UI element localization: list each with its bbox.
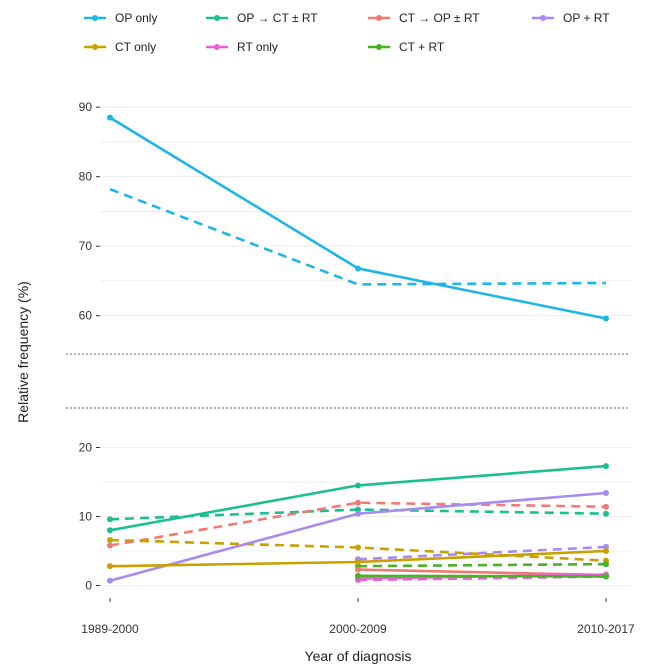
gridlines [100,106,632,586]
legend-marker [214,44,220,50]
x-tick-label: 2000-2009 [329,622,387,636]
series-line-ct-plus-rt-dashed [357,562,607,568]
data-point-ct-only [355,544,361,551]
legend-label: RT only [237,40,278,54]
data-point-ct-only [603,548,609,554]
x-tick-label: 2010-2017 [577,622,635,636]
data-point-op-only [107,114,113,121]
series-line-ct-plus-rt-solid [357,574,607,578]
legend-label: CT + RT [399,40,445,54]
x-tick-label: 1989-2000 [81,622,139,636]
data-point-op-to-ct-pm-rt [107,516,113,523]
y-tick-label: 0 [85,579,92,593]
legend-label: OP + RT [563,11,610,25]
legend-marker [92,44,98,50]
data-point-ct-only [107,563,113,570]
legend-label: CT → OP ± RT [399,11,480,25]
axis-break-lines [66,353,628,409]
data-point-ct-to-op-pm-rt [603,503,609,510]
legend-item-op-to-ct-pm-rt: OP → CT ± RT [206,11,318,25]
series-points [107,114,609,584]
legend-label: OP → CT ± RT [237,11,318,25]
data-point-ct-to-op-pm-rt [355,566,361,573]
series-line-op-plus-rt-dashed [357,545,607,561]
x-axis-title: Year of diagnosis [305,648,412,664]
data-point-op-plus-rt [603,490,609,497]
axes: 60 70 80 90 0 10 20 1989-2000 2000-2009 2010-2017 [79,100,635,636]
y-tick-label: 20 [79,441,93,455]
data-point-op-plus-rt [603,543,609,550]
legend-item-op-plus-rt: OP + RT [532,11,610,25]
legend-marker [376,15,382,21]
legend-label: CT only [115,40,156,54]
data-point-ct-plus-rt [355,572,361,579]
data-point-op-only [603,315,609,322]
data-point-ct-plus-rt [603,561,609,568]
legend-item-op-only: OP only [84,11,157,25]
y-axis-title: Relative frequency (%) [15,281,31,423]
legend-marker [540,15,546,21]
data-point-ct-to-op-pm-rt [355,499,361,506]
data-point-op-to-ct-pm-rt [355,506,361,513]
data-point-ct-plus-rt [603,573,609,580]
legend-marker [214,15,220,21]
data-point-ct-only [107,536,113,543]
y-tick-label: 80 [79,170,93,184]
data-point-op-plus-rt [107,577,113,584]
series-line-rt-only-dashed [357,575,607,582]
legend-item-rt-only: RT only [206,40,278,54]
data-point-op-to-ct-pm-rt [603,510,609,517]
y-tick-label: 60 [79,309,93,323]
legend-marker [376,44,382,50]
y-tick-label: 90 [79,100,93,114]
data-point-op-only [355,265,361,272]
legend-item-ct-to-op-pm-rt: CT → OP ± RT [368,11,480,25]
y-tick-label: 10 [79,510,93,524]
data-point-op-plus-rt [355,510,361,517]
y-tick-label: 70 [79,239,93,253]
legend-item-ct-only: CT only [84,40,156,54]
data-point-op-to-ct-pm-rt [603,463,609,470]
data-point-op-to-ct-pm-rt [355,482,361,489]
legend: OP only OP → CT ± RT CT → OP ± RT OP + RT CT… [84,11,610,54]
series-line-ct-to-op-pm-rt-dashed [109,501,607,547]
data-point-ct-to-op-pm-rt [107,542,113,549]
data-point-ct-only [355,559,361,566]
legend-item-ct-plus-rt: CT + RT [368,40,445,54]
data-point-op-to-ct-pm-rt [107,527,113,534]
legend-marker [92,15,98,21]
legend-label: OP only [115,11,157,25]
